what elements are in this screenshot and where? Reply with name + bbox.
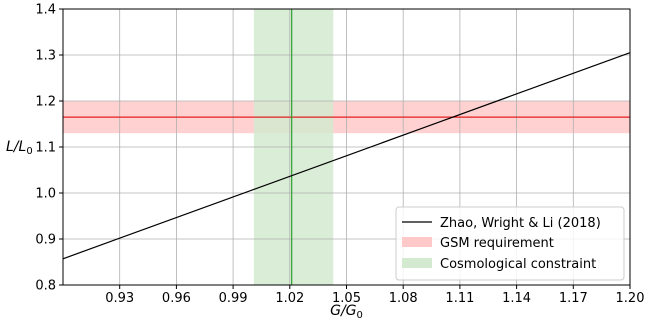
legend-swatch-cosmo: [402, 258, 432, 268]
legend-label-gsm: GSM requirement: [440, 236, 554, 251]
series-line-zhao-wright-li: [62, 52, 631, 260]
x-tick-label: 1.20: [616, 291, 645, 306]
y-tick-label: 1.3: [35, 49, 56, 64]
x-tick-label: 1.17: [559, 291, 588, 306]
ticks-layer: 0.93 0.96 0.99 1.02 1.05 1.08 1.11 1.14 1.17 1.20…: [35, 3, 644, 307]
x-axis-label: G/G0: [330, 303, 363, 321]
y-tick-label: 1.0: [35, 187, 56, 202]
x-tick-label: 1.02: [275, 291, 304, 306]
x-tick-label: 1.05: [332, 291, 361, 306]
y-tick-label: 0.8: [35, 279, 56, 294]
y-tick-label: 1.2: [35, 95, 56, 110]
y-axis-label-main: L/L: [6, 139, 26, 155]
x-tick-label: 1.14: [502, 291, 531, 306]
legend-label-series: Zhao, Wright & Li (2018): [440, 216, 601, 231]
legend-box: [395, 206, 625, 281]
band-center-lines: [63, 9, 630, 285]
x-axis-label-subscript: 0: [357, 310, 363, 321]
y-tick-label: 0.9: [35, 233, 56, 248]
x-axis-label-main: G/G: [330, 303, 357, 319]
legend-swatch-gsm: [402, 237, 432, 247]
x-tick-label: 0.93: [105, 291, 134, 306]
y-axis-label-subscript: 0: [26, 146, 32, 157]
x-tick-label: 1.11: [445, 291, 474, 306]
x-tick-label: 0.99: [219, 291, 248, 306]
legend-label-cosmo: Cosmological constraint: [440, 257, 596, 272]
x-tick-label: 1.08: [389, 291, 418, 306]
y-tick-label: 1.1: [35, 141, 56, 156]
x-tick-label: 0.96: [162, 291, 191, 306]
y-tick-label: 1.4: [35, 3, 56, 18]
legend: Zhao, Wright & Li (2018) GSM requirement…: [395, 206, 625, 281]
series-layer: [62, 52, 631, 260]
y-axis-label: L/L0: [6, 139, 33, 157]
